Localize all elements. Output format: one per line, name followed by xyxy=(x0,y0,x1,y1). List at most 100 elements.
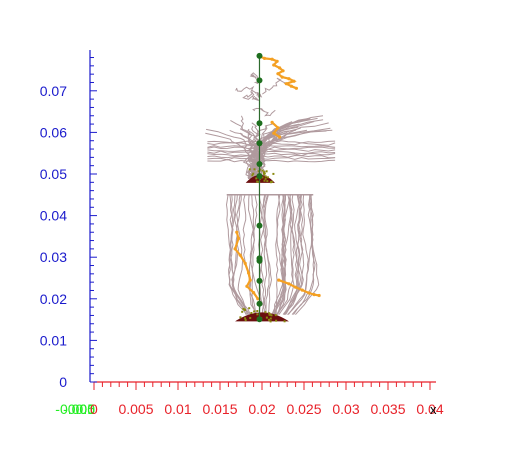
deposit-speck xyxy=(264,175,267,178)
orange-point xyxy=(270,120,274,124)
trace-lower xyxy=(228,194,248,315)
orange-point xyxy=(287,282,291,286)
trace-lower xyxy=(287,194,309,315)
trace-lower xyxy=(258,194,268,315)
centerline-marker xyxy=(256,140,263,147)
orange-traces xyxy=(233,54,321,301)
x-tick-label: 0.02 xyxy=(248,401,275,417)
trace-wisp xyxy=(252,107,276,117)
deposit-speck xyxy=(266,180,269,183)
deposit-speck xyxy=(269,320,272,323)
trace-lower xyxy=(247,194,258,315)
x-tick-label: 0.035 xyxy=(370,401,405,417)
trace-lower xyxy=(272,194,281,315)
x-tick-label: 0.03 xyxy=(332,401,359,417)
orange-path-upper-bowl xyxy=(271,121,281,138)
origin-overlap-label: 0.0 xyxy=(76,401,96,417)
centerline-marker xyxy=(256,277,263,284)
trace-upper xyxy=(239,115,266,180)
deposit-speck xyxy=(275,319,278,322)
deposit-speck xyxy=(265,170,268,173)
orange-point xyxy=(307,291,311,295)
y-tick-label: 0.03 xyxy=(40,249,67,265)
particle-traces xyxy=(205,72,336,315)
centerline-marker xyxy=(256,120,263,127)
x-tick-label: 0.015 xyxy=(202,401,237,417)
deposit-speck xyxy=(272,172,275,175)
deposit-speck xyxy=(241,310,244,313)
trace-lower xyxy=(229,194,251,315)
deposit-speck xyxy=(244,317,247,320)
trace-wisp xyxy=(251,89,263,99)
tick-labels: 0.005 0.01 0.015 0.02 0.025 0.03 0.035 0.0400.0… xyxy=(40,83,444,417)
orange-point xyxy=(281,69,285,73)
trace-band xyxy=(207,144,336,148)
x-tick-label: 0 xyxy=(90,401,98,417)
y-tick-label: 0.02 xyxy=(40,291,67,307)
trace-band xyxy=(207,154,336,159)
deposit-speck xyxy=(239,316,242,319)
orange-point xyxy=(245,284,249,288)
deposit-speck xyxy=(265,316,268,319)
trace-wisp xyxy=(262,77,289,95)
axes xyxy=(89,50,436,390)
deposit-speck xyxy=(242,307,245,310)
centerline-marker xyxy=(256,161,263,167)
y-tick-label: 0.04 xyxy=(40,208,67,224)
orange-point xyxy=(243,261,247,265)
deposit-speck xyxy=(283,320,286,323)
centerline-marker xyxy=(256,257,263,264)
origin-overlap-label: -0.005 xyxy=(55,401,95,417)
trace-lower xyxy=(231,194,247,315)
deposit-speck xyxy=(261,169,264,172)
deposit-speck xyxy=(261,176,264,179)
trace-lower xyxy=(271,194,284,315)
x-axis-label: x xyxy=(430,402,437,417)
x-tick-label: 0.025 xyxy=(286,401,321,417)
orange-point xyxy=(247,271,251,275)
orange-point xyxy=(235,230,239,234)
trace-band xyxy=(207,150,336,155)
orange-point xyxy=(300,288,304,292)
centerline-marker xyxy=(256,173,263,180)
deposit-speck xyxy=(248,307,251,310)
orange-point xyxy=(280,75,284,79)
orange-point xyxy=(270,57,274,61)
orange-point xyxy=(272,63,276,67)
deposit-speck xyxy=(257,170,260,173)
deposit-speck xyxy=(274,314,277,317)
y-tick-label: 0.01 xyxy=(40,332,67,348)
deposit-speck xyxy=(244,319,247,322)
orange-point xyxy=(287,77,291,81)
orange-point xyxy=(277,278,281,282)
trace-lower xyxy=(293,194,316,315)
y-tick-label: 0 xyxy=(59,374,67,390)
orange-point xyxy=(276,72,280,76)
origin-overlap-label: -0.01 xyxy=(63,401,95,417)
deposit-speck xyxy=(256,180,259,183)
orange-point xyxy=(278,66,282,70)
deposit-speck xyxy=(251,174,254,177)
deposit-speck xyxy=(253,168,256,171)
centerline-marker xyxy=(256,77,263,84)
deposit-speck xyxy=(252,172,255,175)
deposit-speck xyxy=(256,310,259,312)
trace-lower xyxy=(287,194,314,315)
orange-point xyxy=(248,278,252,282)
deposit-speck xyxy=(264,177,267,180)
deposit-speck xyxy=(264,311,267,314)
trace-lower xyxy=(276,194,294,315)
deposit-speck xyxy=(263,171,265,174)
x-tick-label: 0.01 xyxy=(164,401,191,417)
orange-point xyxy=(236,236,241,241)
orange-point xyxy=(294,86,298,90)
deposit-speck xyxy=(248,168,251,171)
orange-point xyxy=(276,126,280,130)
orange-point xyxy=(252,291,256,295)
deposit-speck xyxy=(250,312,253,314)
orange-point xyxy=(262,56,267,61)
trace-band xyxy=(207,146,336,150)
deposit-speck xyxy=(263,172,265,175)
orange-point xyxy=(284,82,288,86)
orange-point xyxy=(278,135,282,139)
